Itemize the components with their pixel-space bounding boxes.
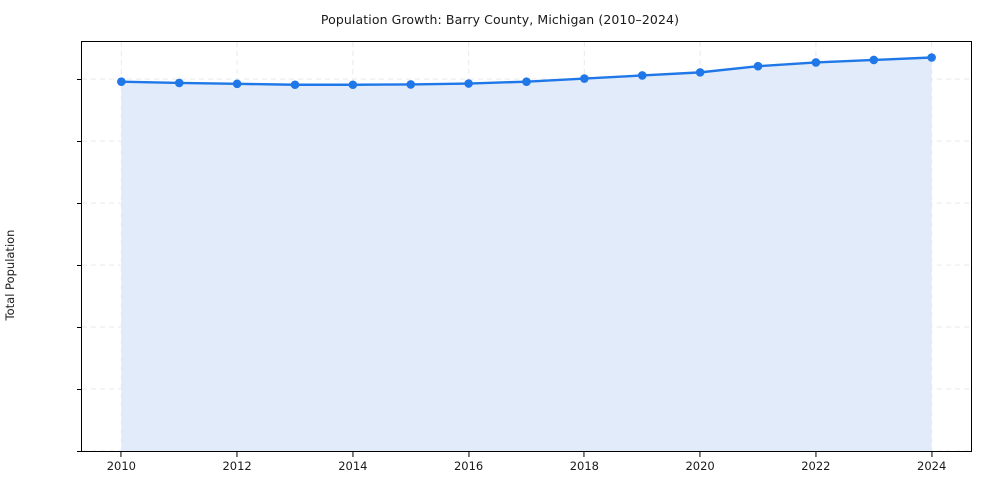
x-tick-mark: [236, 452, 238, 457]
data-point: [811, 58, 821, 67]
data-point: [464, 79, 473, 88]
chart-title: Population Growth: Barry County, Michiga…: [320, 12, 680, 27]
x-tick-label: 2016: [453, 459, 484, 473]
x-tick-label: 2024: [917, 459, 947, 473]
data-point: [637, 71, 647, 80]
data-point: [695, 68, 705, 77]
data-point: [869, 55, 879, 65]
data-point: [232, 79, 242, 89]
data-point: [753, 61, 763, 71]
plot-area: [81, 41, 972, 452]
line-chart-svg: [82, 42, 971, 451]
data-point: [580, 74, 589, 83]
x-tick-mark: [468, 452, 470, 457]
data-point: [406, 80, 416, 89]
data-point: [174, 78, 184, 88]
x-tick-label: 2022: [801, 459, 831, 473]
data-point: [290, 80, 300, 90]
x-tick-label: 2020: [685, 459, 715, 473]
x-tick-mark: [583, 452, 585, 457]
x-tick-mark: [120, 452, 122, 457]
data-point: [348, 80, 358, 90]
data-point: [117, 77, 126, 86]
x-tick-mark: [815, 452, 817, 457]
data-point: [522, 77, 531, 86]
x-tick-mark: [931, 452, 933, 457]
x-tick-label: 2012: [222, 459, 252, 473]
data-point: [927, 53, 936, 62]
x-tick-label: 2010: [106, 459, 136, 473]
x-tick-mark: [352, 452, 354, 457]
x-tick-mark: [699, 452, 701, 457]
y-axis-label: Total Population: [3, 229, 17, 321]
x-tick-label: 2018: [569, 459, 600, 473]
data-point-markers: [117, 53, 936, 90]
area-fill: [121, 57, 932, 451]
x-tick-label: 2014: [338, 459, 368, 473]
